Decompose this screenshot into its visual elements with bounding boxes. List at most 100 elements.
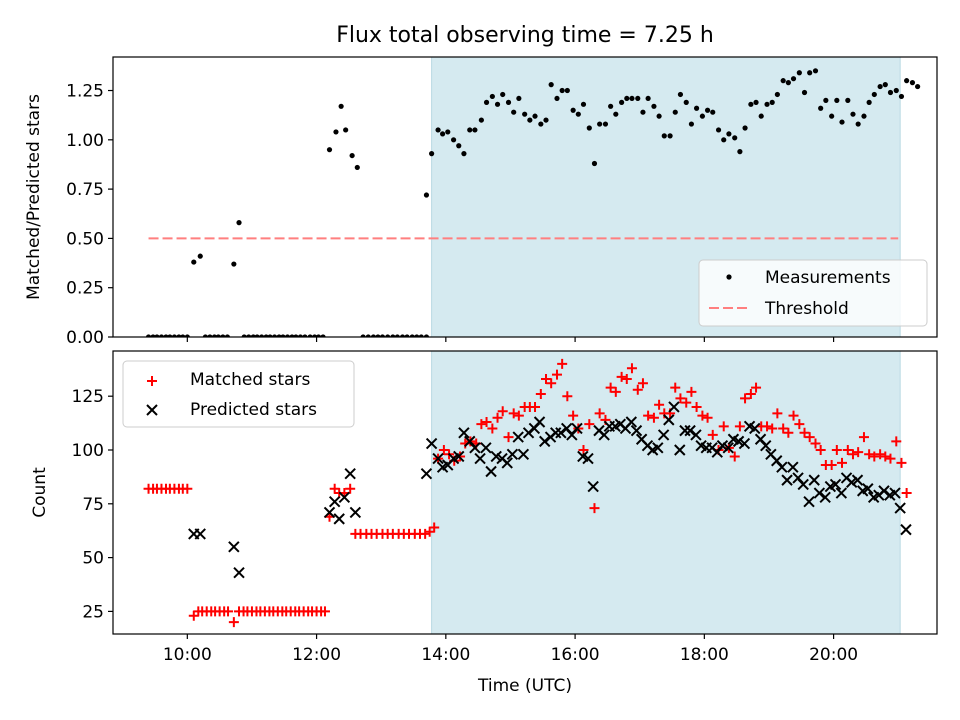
legend-matched-marker [147, 376, 157, 386]
y-tick-label: 100 [72, 441, 104, 461]
predicted-point [349, 506, 362, 519]
measurement-point [231, 261, 237, 267]
measurement-point [677, 91, 684, 98]
measurement-point [409, 334, 415, 337]
predicted-point [323, 506, 336, 519]
measurement-point [801, 89, 808, 96]
measurement-point [435, 127, 441, 133]
predicted-point [474, 452, 486, 465]
measurement-point [390, 334, 396, 337]
measurement-point [909, 80, 916, 86]
predicted-point [432, 452, 444, 465]
measurement-point [904, 78, 910, 84]
measurement-point [693, 105, 700, 111]
matched-point [686, 386, 697, 397]
measurement-point [150, 334, 156, 337]
axes-frame [112, 56, 938, 338]
measurement-point [548, 82, 554, 88]
measurement-point [602, 121, 609, 127]
measurement-point [823, 97, 829, 103]
measurement-point [887, 89, 894, 96]
predicted-point [722, 442, 734, 454]
measurement-point [440, 131, 446, 137]
legend: Matched stars Predicted stars [122, 360, 355, 428]
measurement-point [333, 129, 339, 135]
measurement-point [619, 99, 625, 105]
measurement-point [307, 334, 313, 337]
matched-point [740, 393, 751, 404]
matched-point [497, 406, 508, 417]
matched-point [420, 528, 431, 539]
measurement-point [699, 113, 706, 119]
count-panel: 25 50 75 100 125 10:00 12:00 14:00 16:00 18:00 20:… [30, 350, 938, 696]
matched-point [513, 410, 524, 421]
measurement-point [171, 334, 177, 337]
measurement-point [263, 334, 269, 337]
predicted-point [738, 437, 751, 450]
y-tick-label: 1.25 [66, 82, 104, 102]
legend-threshold-label: Threshold [764, 299, 849, 319]
x-tick-label: 16:00 [551, 645, 600, 665]
measurement-point [764, 101, 770, 107]
measurement-point [580, 101, 587, 107]
matched-point [804, 432, 815, 443]
predicted-point [851, 474, 864, 486]
predicted-point [679, 424, 691, 437]
measurement-point [780, 78, 786, 84]
matched-point [632, 384, 643, 395]
measurement-point [613, 111, 619, 117]
measurement-point [326, 147, 333, 153]
measurement-point [414, 334, 420, 337]
matched-point [734, 421, 745, 432]
matched-point [594, 408, 605, 419]
matched-point [783, 427, 794, 438]
matched-point [896, 457, 907, 468]
measurement-point [861, 113, 867, 119]
predicted-point [862, 483, 874, 495]
measurement-point [877, 83, 883, 90]
measurement-point [267, 334, 273, 337]
measurement-point [259, 334, 265, 337]
measurement-point [163, 334, 169, 337]
matched-point [767, 423, 778, 434]
measurement-point [845, 97, 851, 103]
matched-point [826, 460, 837, 471]
measurement-point [224, 334, 230, 337]
measurement-point [338, 103, 344, 109]
predicted-point [420, 467, 433, 480]
matched-point [880, 451, 891, 462]
measurement-point [522, 111, 528, 117]
measurement-point [704, 107, 711, 113]
predicted-point [512, 431, 524, 443]
measurement-point [404, 334, 410, 337]
measurement-point [302, 334, 308, 337]
measurement-point [370, 334, 377, 337]
measurement-point [500, 91, 506, 98]
measurement-point [250, 334, 256, 337]
y-tick-label: 0.25 [66, 279, 104, 299]
measurement-point [505, 99, 512, 105]
legend-measurements-label: Measurements [765, 268, 891, 288]
matched-point [223, 606, 234, 617]
measurement-point [871, 91, 877, 98]
measurement-point [683, 99, 689, 105]
y-axis-label: Count [30, 467, 50, 518]
y-tick-label: 75 [82, 495, 104, 515]
predicted-point [760, 439, 772, 452]
measurement-point [197, 253, 203, 259]
predicted-point [797, 478, 809, 491]
predicted-point [684, 424, 696, 437]
matched-point [228, 617, 239, 628]
legend: Measurements Threshold [698, 259, 928, 327]
matched-point [729, 451, 740, 462]
matched-point [319, 606, 330, 617]
matched-point [875, 449, 886, 460]
matched-point [858, 432, 869, 443]
measurement-point [349, 152, 355, 159]
measurement-point [343, 127, 349, 133]
matched-point [508, 408, 519, 419]
measurement-point [543, 117, 549, 123]
measurement-point [271, 334, 278, 337]
predicted-point [781, 474, 793, 486]
